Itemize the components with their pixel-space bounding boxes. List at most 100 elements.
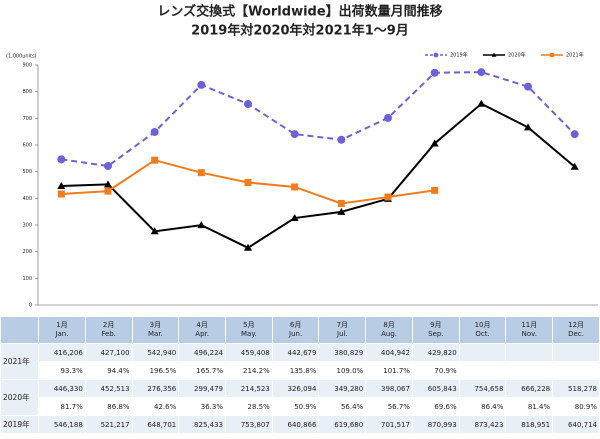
header-text: Sep. xyxy=(428,330,444,338)
data-table: 1月 Jan. 2月 Feb. 3月 Mar. 4月 Apr. 5月 May. 6月 Jun. 7月 Ju… xyxy=(0,316,600,434)
header-text: Aug. xyxy=(381,330,398,338)
header-text: May. xyxy=(241,330,257,338)
y-axis-label: (1,000units) xyxy=(6,54,37,60)
header-text: 5月 xyxy=(243,321,255,329)
header-text: 11月 xyxy=(521,321,538,329)
marker xyxy=(57,155,66,164)
marker xyxy=(337,199,345,207)
ratio-cell: 69.6% xyxy=(411,397,460,416)
ratio-row: 93.3% 94.4% 196.5% 165.7% 214.2% 135.8% 109.0%… xyxy=(1,361,600,380)
ratio-cell: 81.7% xyxy=(38,397,86,416)
ratio-cell xyxy=(505,361,554,380)
legend-label: 2020年 xyxy=(508,52,526,59)
marker xyxy=(430,139,439,147)
value-cell: 459,408 xyxy=(225,343,273,362)
header-cell xyxy=(0,316,40,344)
chart: レンズ交換式【Worldwide】出荷数量月間推移 2019年対2020年対20… xyxy=(6,4,598,309)
ratio-cell: 109.0% xyxy=(318,361,367,380)
header-row: 1月 Jan. 2月 Feb. 3月 Mar. 4月 Apr. 5月 May. 6月 Jun. 7月 Ju… xyxy=(0,316,600,344)
y-tick-label: 700 xyxy=(22,116,32,122)
marker xyxy=(244,99,252,108)
ratio-cell: 86.4% xyxy=(458,397,507,416)
y-tick-label: 100 xyxy=(22,276,32,282)
row-label: 2020年 xyxy=(0,379,40,416)
value-cell xyxy=(552,343,600,362)
value-cell: 870,993 xyxy=(411,415,460,434)
ratio-row: 81.7% 86.8% 42.6% 36.3% 28.5% 50.9% 56.4% 56.7%… xyxy=(1,397,600,416)
marker xyxy=(150,227,159,235)
marker xyxy=(197,80,206,89)
value-cell: 521,217 xyxy=(84,415,133,434)
header-text: Nov. xyxy=(521,330,537,338)
marker xyxy=(290,214,299,222)
value-cell: 619,680 xyxy=(318,415,367,434)
value-cell: 276,356 xyxy=(131,379,180,398)
chart-title: レンズ交換式【Worldwide】出荷数量月間推移 xyxy=(157,4,442,20)
value-cell: 427,100 xyxy=(84,343,133,362)
header-cell: 1月 Jan. xyxy=(38,316,86,344)
header-text: 2月 xyxy=(102,321,115,329)
value-cell xyxy=(458,343,507,362)
y-tick-label: 600 xyxy=(22,143,32,149)
value-cell: 446,330 xyxy=(38,379,86,398)
marker xyxy=(384,193,392,201)
marker xyxy=(150,128,159,137)
marker xyxy=(197,221,206,229)
chart-subtitle: 2019年対2020年対2021年1～9月 xyxy=(191,23,409,39)
value-cell: 416,206 xyxy=(38,343,86,362)
header-text: 10月 xyxy=(474,321,491,329)
ratio-cell: 81.4% xyxy=(505,397,554,416)
marker xyxy=(197,169,205,177)
y-tick-label: 300 xyxy=(22,223,32,229)
y-tick-label: 500 xyxy=(22,169,32,175)
header-text: 9月 xyxy=(430,321,442,329)
value-cell: 605,843 xyxy=(411,379,460,398)
value-cell: 518,278 xyxy=(552,379,600,398)
value-cell: 542,940 xyxy=(131,343,180,362)
value-cell: 349,280 xyxy=(318,379,367,398)
row-label: 2019年 xyxy=(0,415,40,434)
ratio-cell: 196.5% xyxy=(131,361,180,380)
header-text: Jan. xyxy=(55,330,69,338)
marker xyxy=(244,178,252,186)
header-text: Jul. xyxy=(337,330,348,338)
header-text: 4月 xyxy=(196,321,208,329)
header-text: 12月 xyxy=(568,321,585,329)
header-text: Jun. xyxy=(289,330,303,338)
legend-label: 2019年 xyxy=(450,52,468,59)
header-text: Feb. xyxy=(101,330,116,338)
value-cell: 380,829 xyxy=(318,343,367,362)
header-text: Apr. xyxy=(195,330,209,338)
ratio-cell xyxy=(552,361,600,380)
ratio-cell: 135.8% xyxy=(271,361,320,380)
header-cell: 12月 Dec. xyxy=(552,316,600,344)
y-tick-label: 400 xyxy=(22,196,32,202)
header-cell: 4月 Apr. xyxy=(178,316,226,344)
marker xyxy=(570,162,579,170)
value-cell: 442,679 xyxy=(271,343,320,362)
value-cell: 640,866 xyxy=(271,415,320,434)
value-cell: 429,820 xyxy=(411,343,460,362)
value-cell: 398,067 xyxy=(365,379,413,398)
marker xyxy=(337,135,346,144)
header-text: Dec. xyxy=(568,330,584,338)
value-cell: 701,517 xyxy=(365,415,413,434)
value-cell: 753,807 xyxy=(225,415,273,434)
header-text: 8月 xyxy=(383,321,395,329)
ratio-cell: 101.7% xyxy=(365,361,413,380)
ratio-cell: 56.7% xyxy=(365,397,413,416)
value-cell: 754,658 xyxy=(458,379,507,398)
value-row: 2020年 446,330 452,513 276,356 299,479 214,523… xyxy=(0,379,600,416)
marker xyxy=(57,190,65,198)
marker xyxy=(337,207,346,215)
value-cell: 666,228 xyxy=(505,379,554,398)
y-tick-label: 200 xyxy=(22,249,32,255)
ratio-cell: 86.8% xyxy=(84,397,133,416)
value-cell: 640,714 xyxy=(552,415,600,434)
marker xyxy=(430,68,439,77)
row-label: 2021年 xyxy=(0,343,40,380)
marker xyxy=(384,113,392,122)
marker xyxy=(104,180,112,188)
marker xyxy=(104,162,112,171)
value-cell: 214,523 xyxy=(225,379,273,398)
